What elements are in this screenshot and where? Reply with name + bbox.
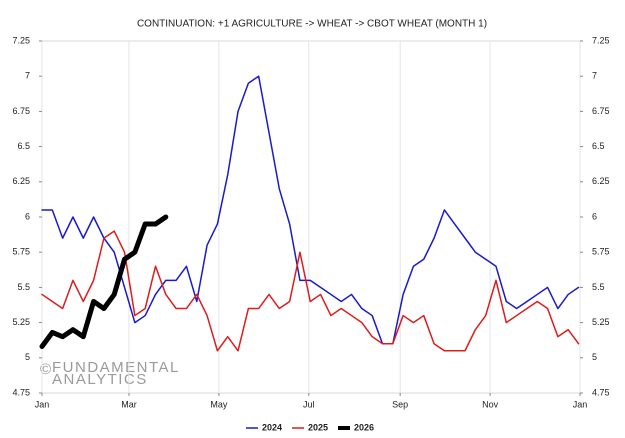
x-tick-label: Nov <box>482 399 499 409</box>
series-line <box>41 230 580 352</box>
y-tick-label: 5.25 <box>12 317 30 327</box>
watermark-symbol: © <box>40 361 53 378</box>
y-tick-label: 6.75 <box>12 106 30 116</box>
y-tick-label: 6 <box>25 211 30 221</box>
y2-tick-label: 4.75 <box>592 387 610 397</box>
y-tick-label: 4.75 <box>12 387 30 397</box>
series-line <box>39 214 169 350</box>
y2-tick-label: 5 <box>592 352 597 362</box>
y-tick-label: 5 <box>25 352 30 362</box>
y2-tick-label: 5.25 <box>592 317 610 327</box>
y2-tick-label: 5.5 <box>592 282 605 292</box>
y2-tick-label: 6.75 <box>592 106 610 116</box>
y-tick-label: 6.25 <box>12 176 30 186</box>
chart-title: CONTINUATION: +1 AGRICULTURE -> WHEAT ->… <box>137 19 487 30</box>
y-tick-label: 6.5 <box>17 141 30 151</box>
y2-tick-label: 6.5 <box>592 141 605 151</box>
y-tick-label: 5.5 <box>17 282 30 292</box>
y-tick-label: 7 <box>25 71 30 81</box>
y-tick-label: 7.25 <box>12 35 30 45</box>
y2-tick-label: 6 <box>592 211 597 221</box>
plot-frame <box>41 40 581 394</box>
watermark-line: ANALYTICS <box>52 371 148 388</box>
watermark-line: FUNDAMENTAL <box>52 359 180 376</box>
x-tick-label: Mar <box>121 399 137 409</box>
x-tick-label: Jan <box>573 399 588 409</box>
x-tick-label: Jul <box>303 399 315 409</box>
y2-tick-label: 7.25 <box>592 35 610 45</box>
legend-label: 2026 <box>354 422 374 432</box>
x-tick-label: May <box>210 399 228 409</box>
y2-tick-label: 5.75 <box>592 247 610 257</box>
legend-label: 2024 <box>262 422 282 432</box>
y-tick-label: 5.75 <box>12 247 30 257</box>
y2-tick-label: 7 <box>592 71 597 81</box>
x-tick-label: Sep <box>392 399 408 409</box>
legend-label: 2025 <box>308 422 328 432</box>
watermark: © FUNDAMENTAL ANALYTICS <box>40 359 180 388</box>
x-tick-label: Jan <box>35 399 50 409</box>
series-line <box>41 75 580 345</box>
y2-tick-label: 6.25 <box>592 176 610 186</box>
